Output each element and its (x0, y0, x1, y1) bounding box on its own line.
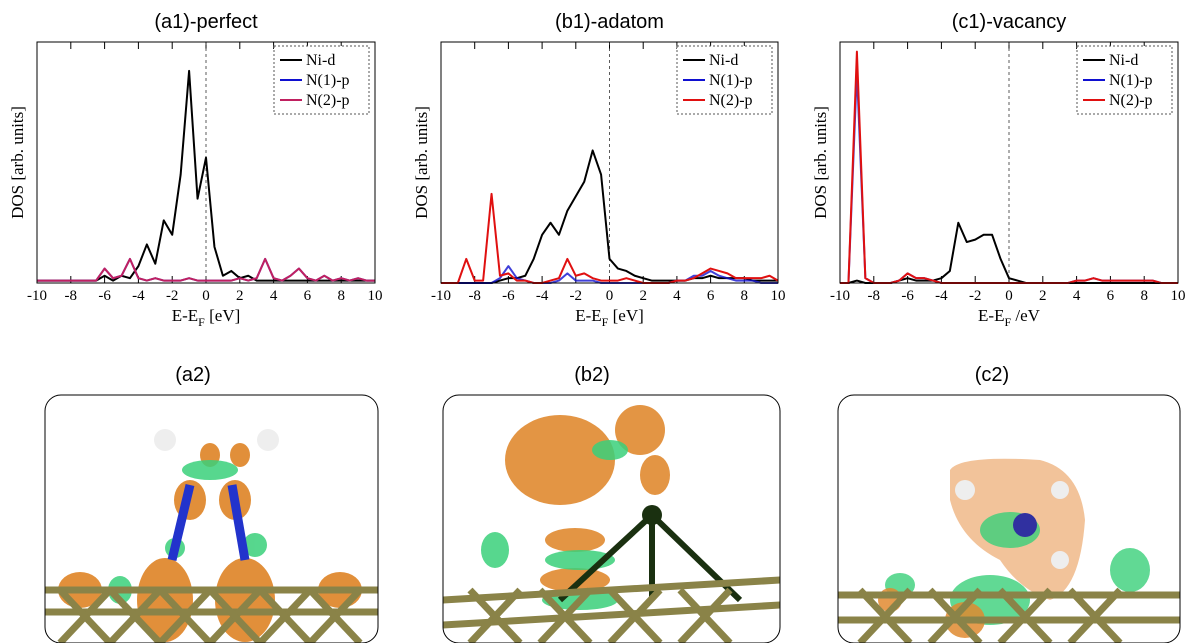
x-axis-label-part: [eV] (608, 306, 643, 325)
x-tick-label: 0 (202, 288, 210, 304)
x-tick-label: 6 (304, 288, 312, 304)
x-tick-label: -8 (65, 288, 78, 304)
x-tick-label: 8 (1140, 288, 1148, 304)
x-tick-label: 10 (1171, 288, 1186, 304)
render-c2 (838, 395, 1180, 643)
panel-frame (442, 394, 781, 643)
x-tick-label: -4 (536, 288, 549, 304)
x-tick-label: 2 (236, 288, 244, 304)
x-tick-label: -2 (570, 288, 583, 304)
y-axis-label: DOS [arb. units] (412, 106, 431, 219)
x-tick-label: 8 (337, 288, 345, 304)
x-tick-label: -4 (935, 288, 948, 304)
x-axis-label-part: [eV] (205, 306, 240, 325)
x-axis-label-part: F (198, 315, 205, 329)
legend-label: N(1)-p (1109, 72, 1153, 89)
x-tick-label: 0 (606, 288, 614, 304)
x-axis-label: E-EF [eV] (172, 306, 241, 329)
x-tick-label: -8 (468, 288, 481, 304)
x-tick-label: -4 (132, 288, 145, 304)
legend-label: N(1)-p (306, 72, 350, 89)
x-tick-label: 10 (771, 288, 786, 304)
x-tick-label: 4 (1073, 288, 1081, 304)
legend-label: N(2)-p (306, 92, 350, 109)
x-axis-label: E-EF /eV (978, 306, 1041, 329)
x-tick-label: 2 (1039, 288, 1047, 304)
x-tick-label: 6 (1107, 288, 1115, 304)
legend-label: N(2)-p (709, 92, 753, 109)
y-axis-label: DOS [arb. units] (8, 106, 27, 219)
render-b2 (443, 395, 780, 643)
x-axis-label-part: E-E (172, 306, 198, 325)
panel-frame (44, 394, 379, 643)
render-a2 (45, 395, 378, 643)
chart-title: (c1)-vacancy (952, 11, 1066, 33)
x-tick-label: 10 (368, 288, 383, 304)
legend-label: Ni-d (1109, 52, 1138, 69)
x-axis-label-part: E-E (575, 306, 601, 325)
x-tick-label: -6 (98, 288, 111, 304)
panel-label: (a2) (175, 364, 211, 386)
x-tick-label: 0 (1005, 288, 1013, 304)
y-axis-label: DOS [arb. units] (811, 106, 830, 219)
panel-label: (b2) (574, 364, 610, 386)
dos-line (441, 192, 779, 284)
x-axis-label-part: F (1004, 315, 1011, 329)
x-tick-label: -2 (969, 288, 982, 304)
legend-label: N(2)-p (1109, 92, 1153, 109)
x-tick-label: 4 (270, 288, 278, 304)
chart-title: (b1)-adatom (555, 11, 664, 33)
x-axis-label-part: /eV (1011, 306, 1041, 325)
x-tick-label: -6 (901, 288, 914, 304)
panel-label: (c2) (975, 364, 1009, 386)
x-tick-label: -10 (27, 288, 47, 304)
plot-frame (839, 41, 1179, 284)
x-tick-label: 8 (741, 288, 749, 304)
x-tick-label: -10 (431, 288, 451, 304)
x-tick-label: -10 (830, 288, 850, 304)
plot-frame (36, 41, 376, 284)
x-tick-label: -2 (166, 288, 179, 304)
x-tick-label: -6 (502, 288, 515, 304)
x-axis-label-part: F (602, 315, 609, 329)
plot-frame (440, 41, 779, 284)
legend-label: N(1)-p (709, 72, 753, 89)
x-tick-label: -8 (868, 288, 881, 304)
x-tick-label: 6 (707, 288, 715, 304)
x-axis-label-part: E-E (978, 306, 1004, 325)
panel-frame (837, 394, 1181, 643)
x-tick-label: 4 (673, 288, 681, 304)
x-axis-label: E-EF [eV] (575, 306, 644, 329)
dos-line (441, 149, 778, 284)
dos-line (37, 257, 375, 282)
x-tick-label: 2 (639, 288, 647, 304)
chart-title: (a1)-perfect (154, 11, 258, 33)
legend-label: Ni-d (709, 52, 738, 69)
legend-label: Ni-d (306, 52, 335, 69)
